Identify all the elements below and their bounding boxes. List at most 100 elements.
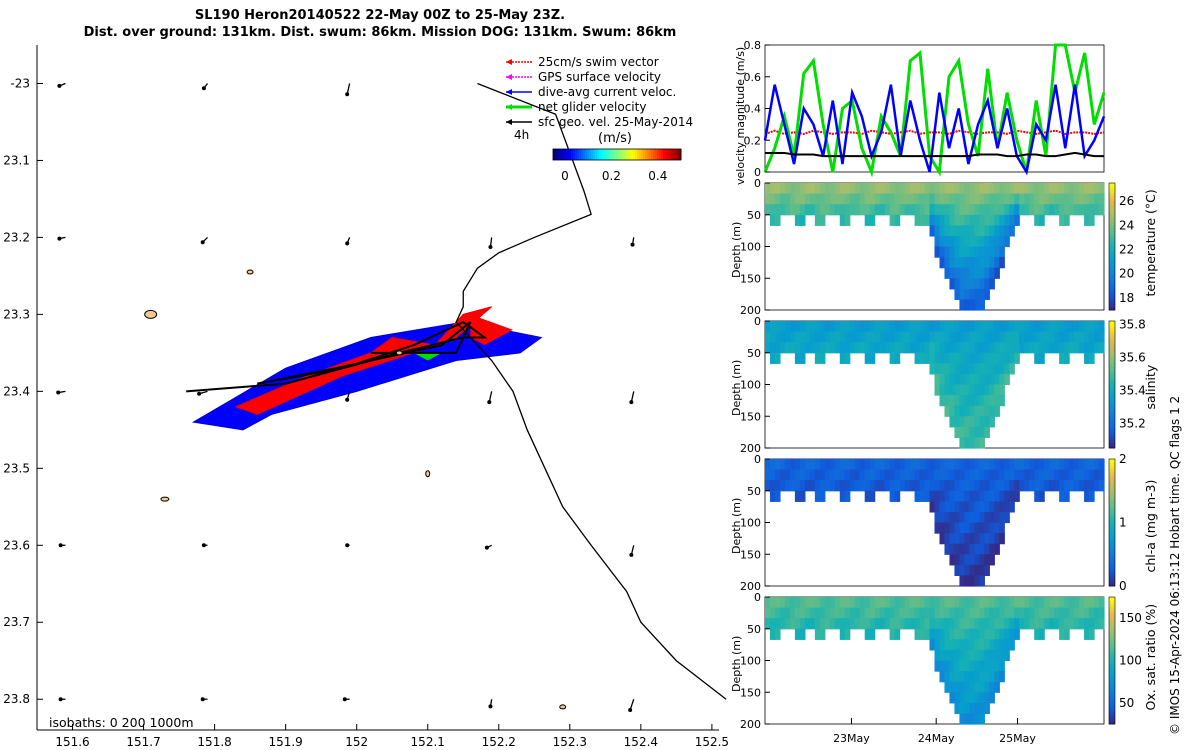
heatmap-colorbar-segment (1109, 612, 1115, 617)
heatmap-y-tick-label: 0 (754, 453, 761, 466)
heatmap-cell (769, 490, 776, 502)
heatmap-cell (964, 480, 970, 492)
heatmap-cell (864, 352, 871, 364)
heatmap-cell (1099, 618, 1105, 630)
heatmap-cell (989, 204, 995, 216)
heatmap-cell (1074, 618, 1080, 630)
heatmap-cell (909, 183, 916, 195)
heatmap-cell (954, 490, 961, 502)
heatmap-cell (944, 225, 951, 237)
heatmap-cell (959, 299, 966, 311)
heatmap-y-axis-label: Depth (m) (730, 636, 743, 692)
heatmap-cell (954, 618, 961, 630)
heatmap-cell (914, 459, 921, 471)
heatmap-cell (954, 395, 961, 407)
colorbar-segment (561, 149, 564, 160)
heatmap-cell (964, 204, 970, 216)
heatmap-cell (1009, 225, 1015, 237)
heatmap-cell (774, 331, 781, 343)
heatmap-cell (1009, 469, 1015, 481)
heatmap-cell (869, 214, 876, 226)
heatmap-colorbar-segment (1109, 186, 1115, 190)
heatmap-cell (849, 459, 856, 471)
heatmap-cell (984, 267, 990, 279)
heatmap-cell (769, 628, 776, 640)
heatmap-cell (959, 618, 966, 630)
heatmap-cell (784, 597, 791, 609)
heatmap-cell (1034, 597, 1040, 609)
heatmap-cell (939, 501, 946, 513)
heatmap-y-tick-label: 200 (740, 580, 761, 593)
reef-outline (559, 704, 567, 710)
heatmap-cell (769, 321, 776, 333)
heatmap-cell (1079, 331, 1085, 343)
heatmap-cell (944, 522, 951, 534)
heatmap-cell (994, 331, 1000, 343)
heatmap-cell (874, 183, 881, 195)
colorbar-segment (573, 149, 576, 160)
heatmap-cell (959, 660, 966, 672)
heatmap-colorbar-segment (1109, 224, 1115, 228)
heatmap-cell (949, 395, 956, 407)
heatmap-cell (939, 246, 946, 258)
heatmap-cell (899, 480, 906, 492)
heatmap-cell (934, 459, 941, 471)
heatmap-cell (974, 575, 980, 587)
heatmap-cell (1044, 459, 1050, 471)
heatmap-cell (769, 183, 776, 195)
heatmap-cell (1034, 214, 1040, 226)
heatmap-cell (969, 352, 975, 364)
heatmap-cell (779, 183, 786, 195)
surface-current-vector-head (201, 86, 206, 91)
heatmap-colorbar-tick-label: 150 (1119, 611, 1142, 625)
heatmap-colorbar-segment (1109, 512, 1115, 517)
heatmap-cell (824, 469, 831, 481)
heatmap-cell (934, 469, 941, 481)
heatmap-cell (934, 639, 941, 651)
heatmap-cell (799, 480, 806, 492)
velocity-y-axis-label: velocity magnitude (m/s) (734, 47, 747, 185)
heatmap-colorbar-tick-label: 22 (1119, 243, 1134, 257)
heatmap-cell (1004, 321, 1010, 333)
heatmap-cell (974, 183, 980, 195)
heatmap-cell (1024, 331, 1030, 343)
heatmap-cell (765, 459, 771, 471)
heatmap-cell (1064, 618, 1070, 630)
colorbar-segment (609, 149, 612, 160)
heatmap-colorbar-segment (1109, 403, 1115, 408)
heatmap-cell (929, 352, 936, 364)
heatmap-cell (984, 501, 990, 513)
heatmap-cell (799, 607, 806, 619)
heatmap-cell (954, 288, 961, 301)
heatmap-cell (974, 469, 980, 481)
heatmap-cell (984, 554, 990, 566)
heatmap-cell (819, 183, 826, 195)
heatmap-cell (984, 321, 990, 333)
heatmap-cell (954, 459, 961, 471)
heatmap-cell (949, 352, 956, 364)
heatmap-cell (804, 342, 811, 354)
heatmap-cell (919, 480, 926, 492)
heatmap-cell (794, 183, 801, 195)
heatmap-cell (924, 204, 931, 216)
heatmap-cell (994, 395, 1000, 407)
heatmap-cell (974, 214, 980, 226)
heatmap-cell (964, 363, 970, 375)
heatmap-cell (1029, 469, 1035, 481)
colorbar-segment (571, 149, 574, 160)
heatmap-colorbar-segment (1109, 720, 1115, 725)
heatmap-cell (849, 204, 856, 216)
heatmap-cell (929, 363, 936, 375)
colorbar-tick-label: 0.2 (602, 169, 621, 183)
heatmap-colorbar-segment (1109, 573, 1115, 577)
heatmap-cell (839, 183, 846, 195)
heatmap-cell (1059, 628, 1065, 640)
heatmap-cell (849, 342, 856, 354)
heatmap-cell (1039, 480, 1045, 492)
heatmap-cell (984, 522, 990, 534)
heatmap-cell (1029, 459, 1035, 471)
heatmap-colorbar-segment (1109, 535, 1115, 539)
heatmap-cell (959, 459, 966, 471)
heatmap-cell (834, 469, 841, 481)
legend-arrowhead (506, 59, 512, 65)
